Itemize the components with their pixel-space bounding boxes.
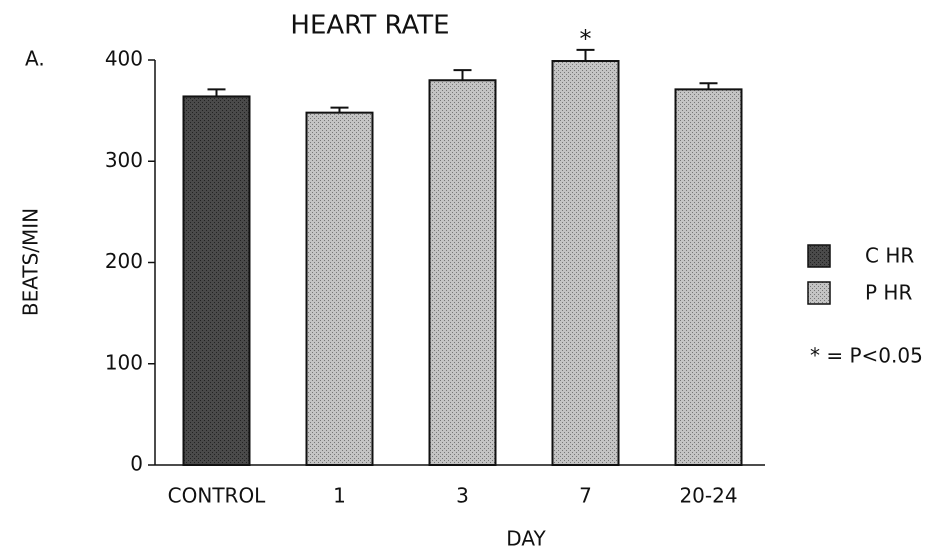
bar — [674, 88, 743, 467]
legend-note: * = P<0.05 — [810, 344, 923, 368]
y-tick-label: 0 — [130, 452, 143, 476]
bar — [551, 60, 620, 466]
annotation: * — [580, 25, 592, 53]
error-bar — [207, 88, 226, 97]
x-tick-label: 3 — [456, 484, 469, 508]
error-bar — [699, 82, 718, 90]
error-bar — [330, 106, 349, 113]
bar — [182, 95, 251, 466]
y-tick-label: 100 — [105, 350, 143, 374]
legend-swatch — [807, 281, 831, 305]
y-tick-label: 200 — [105, 249, 143, 273]
panel-label: A. — [25, 47, 45, 71]
chart-title: HEART RATE — [290, 11, 449, 41]
x-tick-label: 7 — [579, 484, 592, 508]
x-tick-label: CONTROL — [168, 484, 267, 508]
legend-swatch — [807, 244, 831, 268]
bar — [305, 111, 374, 467]
error-bar — [453, 69, 472, 81]
bar — [428, 79, 497, 466]
y-tick-label: 400 — [105, 47, 143, 71]
legend-label: P HR — [865, 281, 912, 305]
error-bar — [576, 48, 595, 62]
y-axis-label: BEATS/MIN — [19, 208, 43, 316]
x-tick-label: 1 — [333, 484, 346, 508]
x-tick-label: 20-24 — [679, 484, 737, 508]
x-axis-label: DAY — [506, 527, 546, 551]
y-tick-label: 300 — [105, 148, 143, 172]
legend-label: C HR — [865, 244, 914, 268]
